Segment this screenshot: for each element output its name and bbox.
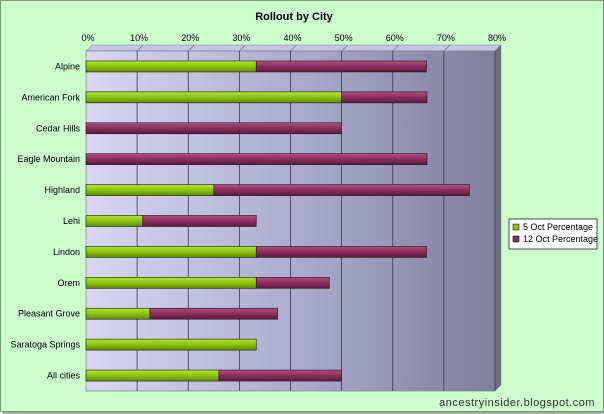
- bar-segment: [85, 153, 428, 165]
- bar-segment: [85, 91, 342, 104]
- bar-segment: [255, 277, 330, 289]
- bar-segment: [85, 277, 257, 289]
- category-label: Lindon: [53, 247, 80, 257]
- category-label: Eagle Mountain: [17, 154, 80, 164]
- bar-segment: [85, 307, 151, 320]
- bar-segment: [213, 184, 470, 196]
- category-label: Highland: [44, 185, 80, 195]
- gridline-depth: [494, 44, 502, 52]
- gridline-depth: [392, 44, 399, 52]
- gridline-depth: [136, 44, 144, 52]
- legend-label: 5 Oct Percentage: [523, 222, 593, 232]
- category-label: Alpine: [55, 61, 80, 71]
- x-tick-label: 0%: [81, 33, 94, 43]
- category-label: Orem: [58, 278, 81, 288]
- category-label: Lehi: [63, 216, 80, 226]
- bar-segment: [142, 215, 257, 227]
- chart-title: Rollout by City: [255, 11, 333, 23]
- legend-swatch: [512, 223, 520, 231]
- x-tick-label: 40%: [283, 33, 301, 43]
- plot-side-wall: [494, 44, 502, 392]
- gridline-depth: [341, 44, 348, 52]
- bar-segment: [218, 369, 342, 382]
- bar-segment: [85, 122, 342, 135]
- x-tick-label: 70%: [437, 33, 455, 43]
- bar-segment: [255, 60, 427, 73]
- bar-segment: [85, 184, 215, 196]
- gridline-depth: [188, 44, 195, 52]
- legend-label: 12 Oct Percentage: [523, 234, 598, 244]
- category-label: All cities: [47, 371, 81, 381]
- legend-swatch: [512, 235, 520, 243]
- legend: 5 Oct Percentage 12 Oct Percentage: [508, 218, 598, 250]
- bar-segment: [149, 307, 279, 320]
- x-tick-label: 50%: [335, 33, 353, 43]
- bar-segment: [255, 246, 427, 258]
- gridline-depth: [290, 44, 297, 52]
- x-tick-label: 60%: [386, 33, 404, 43]
- bar-segment: [85, 246, 257, 258]
- category-label: Cedar Hills: [36, 123, 81, 133]
- gridline-depth: [443, 44, 451, 52]
- x-tick-label: 30%: [232, 33, 250, 43]
- bar-segment: [85, 338, 257, 351]
- bar-segment: [85, 60, 257, 73]
- bar-segment: [85, 215, 144, 227]
- category-label: American Fork: [21, 92, 80, 102]
- x-tick-label: 80%: [488, 33, 506, 43]
- category-label: Saratoga Springs: [10, 340, 80, 350]
- bar-segment: [341, 91, 428, 104]
- gridline-depth: [239, 44, 246, 52]
- watermark: ancestryinsider.blogspot.com: [439, 397, 595, 409]
- bar-segment: [85, 369, 220, 382]
- category-label: Pleasant Grove: [18, 309, 80, 319]
- x-tick-label: 20%: [181, 33, 199, 43]
- x-tick-label: 10%: [130, 33, 148, 43]
- legend-box: [508, 218, 598, 250]
